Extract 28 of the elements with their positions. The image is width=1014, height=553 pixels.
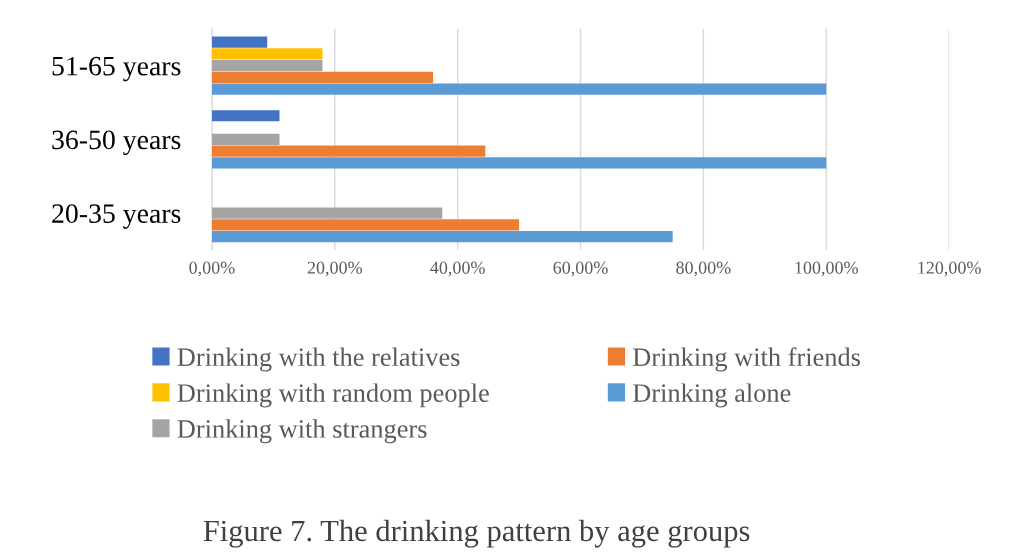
x-tick-label: 100,00% bbox=[795, 261, 858, 277]
bar bbox=[211, 231, 673, 243]
legend-label: Drinking with strangers bbox=[177, 419, 427, 444]
x-tick-label: 0,00% bbox=[189, 261, 235, 277]
bar bbox=[211, 110, 280, 122]
bar bbox=[211, 207, 443, 219]
x-tick-label: 40,00% bbox=[430, 261, 485, 277]
x-tick-label: 80,00% bbox=[676, 261, 731, 277]
bar bbox=[211, 60, 323, 72]
text: Figure 7. The drinking pattern by age groups bbox=[203, 519, 750, 548]
x-tick-label: 120,00% bbox=[918, 261, 981, 277]
bar bbox=[211, 219, 520, 231]
legend-label: Drinking with the relatives bbox=[177, 347, 460, 372]
bar bbox=[211, 145, 486, 157]
y-tick-label: 51-65 years bbox=[52, 56, 181, 82]
bar bbox=[211, 157, 827, 169]
bar bbox=[211, 48, 323, 60]
x-tick-label: 60,00% bbox=[553, 261, 608, 277]
bar bbox=[211, 36, 268, 48]
bar bbox=[211, 83, 827, 95]
bar bbox=[211, 71, 434, 84]
legend-label: Drinking with random people bbox=[177, 383, 489, 408]
y-tick-label: 20-35 years bbox=[52, 204, 181, 229]
legend-label: Drinking with friends bbox=[633, 347, 860, 372]
x-tick-label: 20,00% bbox=[307, 261, 363, 277]
y-tick-label: 36-50 years bbox=[52, 130, 181, 155]
bar bbox=[211, 133, 280, 145]
legend-label: Drinking alone bbox=[633, 383, 791, 408]
